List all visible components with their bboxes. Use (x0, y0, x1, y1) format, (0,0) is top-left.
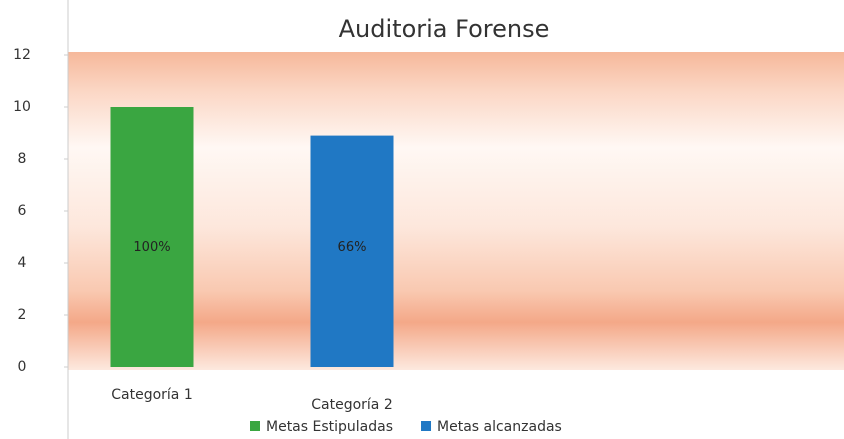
y-tick-label: 8 (18, 151, 27, 167)
y-tick-label: 12 (13, 47, 31, 63)
data-label: 66% (338, 240, 367, 255)
legend-label: Metas alcanzadas (437, 419, 562, 435)
plot-background (68, 52, 844, 370)
legend-label: Metas Estipuladas (266, 419, 393, 435)
bar (310, 135, 394, 367)
y-tick-label: 10 (13, 99, 31, 115)
data-label: 100% (133, 240, 170, 255)
bar (110, 107, 194, 367)
x-tick-label: Categoría 1 (111, 387, 193, 403)
chart-title: Auditoria Forense (339, 15, 550, 43)
y-tick-label: 4 (18, 255, 27, 271)
legend-swatch (421, 421, 432, 431)
legend-swatch (250, 421, 260, 431)
y-tick-label: 2 (18, 307, 27, 323)
y-tick-label: 0 (18, 359, 27, 375)
y-tick-label: 6 (18, 203, 27, 219)
x-tick-label: Categoría 2 (311, 397, 393, 413)
